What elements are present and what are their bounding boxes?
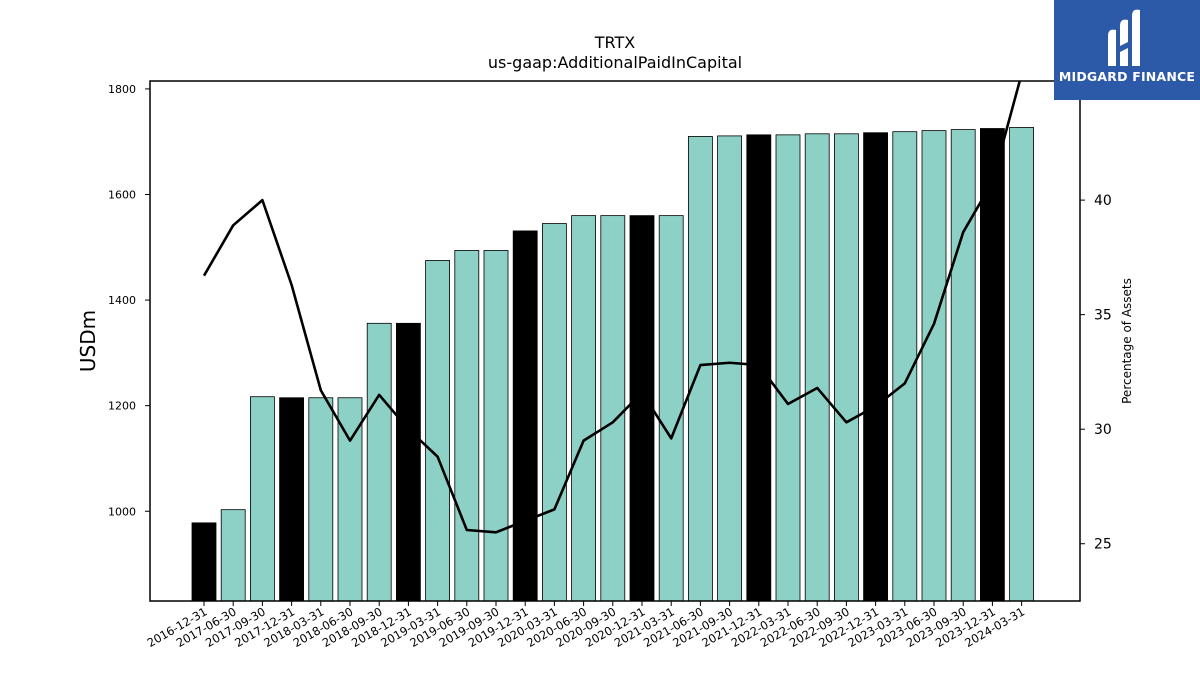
- bar-2019-03-31: [425, 260, 451, 602]
- bar-2020-09-30: [600, 215, 626, 602]
- bar-2017-09-30: [249, 396, 275, 602]
- bar-2018-09-30: [366, 322, 392, 602]
- bar-2020-03-31: [542, 223, 567, 602]
- bar-2020-12-31: [629, 215, 655, 602]
- bar-2024-03-31: [1009, 127, 1034, 602]
- bar-2021-06-30: [688, 136, 713, 602]
- left-axis-ticks: 1000 1200 1400 1600 1800: [108, 83, 150, 518]
- y-tick-label: 1000: [108, 505, 136, 518]
- bar-2016-12-31: [191, 522, 217, 602]
- bar-2021-09-30: [717, 135, 742, 602]
- bar-2018-12-31: [395, 322, 421, 602]
- midgard-finance-logo: MIDGARD FINANCE: [1054, 0, 1200, 100]
- y2-tick-label: 40: [1094, 193, 1112, 209]
- bar-2023-12-31: [980, 128, 1005, 602]
- bar-2022-09-30: [834, 133, 859, 602]
- x-axis-ticks: 2016-12-312017-06-302017-09-302017-12-31…: [145, 601, 1027, 650]
- bar-2017-12-31: [279, 397, 305, 602]
- bars-group: [191, 127, 1034, 602]
- percentage-of-assets-line: [202, 81, 1022, 534]
- y-tick-label: 1200: [108, 400, 136, 413]
- bar-2019-12-31: [512, 230, 538, 602]
- y2-tick-label: 35: [1094, 308, 1112, 324]
- plot-frame: [149, 80, 1081, 602]
- chart-subtitle: us-gaap:AdditionalPaidInCapital: [488, 53, 742, 72]
- bar-2022-03-31: [775, 134, 801, 602]
- y-tick-label: 1600: [108, 189, 136, 202]
- line-group: [202, 81, 1022, 534]
- y2-axis-label: Percentage of Assets: [1120, 278, 1134, 404]
- bar-2022-06-30: [804, 133, 830, 602]
- y-tick-label: 1800: [108, 83, 136, 96]
- bar-2019-09-30: [483, 250, 509, 602]
- bar-2022-12-31: [863, 132, 888, 602]
- bar-2021-03-31: [658, 215, 684, 602]
- bar-2020-06-30: [571, 215, 596, 602]
- y2-tick-label: 25: [1094, 537, 1112, 553]
- logo-text: MIDGARD FINANCE: [1058, 69, 1196, 84]
- bar-2018-03-31: [308, 397, 334, 602]
- y-tick-label: 1400: [108, 294, 136, 307]
- y-axis-label: USDm: [76, 310, 100, 372]
- chart-title: TRTX: [594, 33, 636, 52]
- bar-2017-06-30: [220, 509, 246, 602]
- y2-tick-label: 30: [1094, 422, 1112, 438]
- bar-2019-06-30: [454, 250, 480, 602]
- right-axis-ticks: 25 30 35 40: [1080, 193, 1112, 553]
- bar-2023-09-30: [950, 129, 976, 602]
- bar-2021-12-31: [746, 134, 772, 602]
- bar-2023-06-30: [921, 130, 947, 602]
- midgard-logo-icon: [1108, 9, 1140, 67]
- bar-2018-06-30: [337, 397, 363, 602]
